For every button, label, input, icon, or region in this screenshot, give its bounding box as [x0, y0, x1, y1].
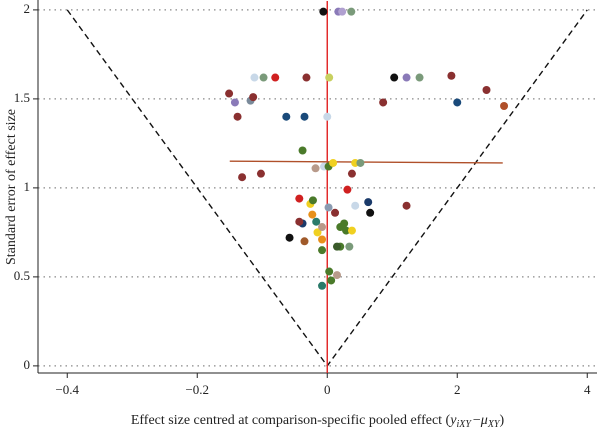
point [500, 102, 509, 111]
point [308, 196, 317, 205]
point [312, 217, 321, 226]
x-axis-title: Effect size centred at comparison-specif… [131, 413, 505, 430]
point [225, 89, 234, 98]
point [313, 228, 322, 237]
point [318, 246, 327, 255]
y-axis-title: Standard error of effect size [4, 109, 19, 265]
x-axis-title-part: y [448, 413, 457, 428]
point [343, 185, 352, 194]
point [325, 73, 334, 82]
point [256, 169, 265, 178]
point [329, 158, 338, 167]
point [447, 71, 456, 80]
point [327, 276, 336, 285]
point [331, 208, 340, 217]
point [345, 242, 354, 251]
reference-line [229, 160, 503, 164]
point [325, 267, 334, 276]
x-axis-title-part: − [473, 413, 481, 428]
point [250, 73, 259, 82]
x-axis-title-part: μ [480, 413, 488, 428]
point [300, 112, 309, 121]
x-axis-title-part: XY [487, 419, 501, 430]
x-tick-label: 4 [584, 382, 591, 397]
point [300, 237, 309, 246]
point [402, 73, 411, 82]
point [366, 208, 375, 217]
point [402, 201, 411, 210]
point [347, 7, 356, 16]
point [311, 164, 320, 173]
point [347, 226, 356, 235]
point [323, 112, 332, 121]
y-tick-label: 2 [24, 1, 31, 16]
point [333, 242, 341, 251]
point [351, 201, 360, 210]
x-axis-title-part: iXY [456, 419, 472, 430]
point [342, 226, 351, 235]
point [259, 73, 268, 82]
point [285, 233, 294, 242]
point [333, 271, 341, 280]
point [390, 73, 399, 82]
point [238, 173, 247, 182]
x-tick-label: −0.4 [55, 382, 79, 397]
point [356, 158, 365, 167]
x-tick-label: 2 [454, 382, 461, 397]
y-tick-label: 1.5 [14, 90, 30, 105]
point [302, 73, 311, 82]
point [271, 73, 280, 82]
point [318, 223, 327, 232]
x-tick-label: 0 [324, 382, 331, 397]
point [318, 281, 327, 290]
point [338, 7, 347, 16]
point [298, 146, 307, 155]
point [233, 112, 242, 121]
point [308, 210, 317, 219]
point [295, 194, 304, 203]
point [364, 198, 373, 207]
point [319, 7, 328, 16]
y-tick-label: 0 [24, 357, 31, 372]
point [282, 112, 291, 121]
point [415, 73, 424, 82]
point [230, 98, 239, 107]
point [249, 93, 258, 102]
point [379, 98, 388, 107]
point [453, 98, 462, 107]
point [324, 203, 333, 212]
x-tick-label: −0.2 [185, 382, 209, 397]
y-tick-label: 0.5 [14, 268, 30, 283]
point [318, 235, 327, 244]
x-axis-title-part: Effect size centred at comparison-specif… [131, 413, 451, 428]
x-axis-title-part: ) [500, 413, 505, 428]
y-tick-label: 1 [24, 179, 31, 194]
point [347, 169, 356, 178]
point [482, 85, 491, 94]
point [340, 219, 349, 228]
point [295, 217, 304, 226]
